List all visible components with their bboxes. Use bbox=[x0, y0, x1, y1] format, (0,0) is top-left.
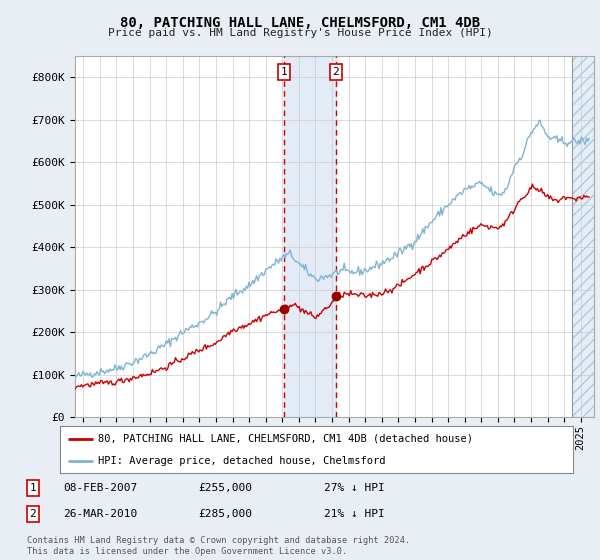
Text: £255,000: £255,000 bbox=[198, 483, 252, 493]
Bar bbox=[284, 56, 336, 417]
Text: 21% ↓ HPI: 21% ↓ HPI bbox=[324, 509, 385, 519]
Text: 2: 2 bbox=[29, 509, 37, 519]
Text: £285,000: £285,000 bbox=[198, 509, 252, 519]
Text: 26-MAR-2010: 26-MAR-2010 bbox=[63, 509, 137, 519]
Text: 80, PATCHING HALL LANE, CHELMSFORD, CM1 4DB: 80, PATCHING HALL LANE, CHELMSFORD, CM1 … bbox=[120, 16, 480, 30]
Text: 27% ↓ HPI: 27% ↓ HPI bbox=[324, 483, 385, 493]
Bar bbox=[572, 56, 594, 417]
Text: 1: 1 bbox=[29, 483, 37, 493]
Text: 08-FEB-2007: 08-FEB-2007 bbox=[63, 483, 137, 493]
Text: 80, PATCHING HALL LANE, CHELMSFORD, CM1 4DB (detached house): 80, PATCHING HALL LANE, CHELMSFORD, CM1 … bbox=[98, 434, 473, 444]
Text: Contains HM Land Registry data © Crown copyright and database right 2024.
This d: Contains HM Land Registry data © Crown c… bbox=[27, 536, 410, 556]
Bar bbox=[572, 56, 594, 417]
Text: Price paid vs. HM Land Registry's House Price Index (HPI): Price paid vs. HM Land Registry's House … bbox=[107, 28, 493, 38]
Text: 2: 2 bbox=[332, 67, 339, 77]
Text: 1: 1 bbox=[281, 67, 287, 77]
Text: HPI: Average price, detached house, Chelmsford: HPI: Average price, detached house, Chel… bbox=[98, 456, 386, 466]
